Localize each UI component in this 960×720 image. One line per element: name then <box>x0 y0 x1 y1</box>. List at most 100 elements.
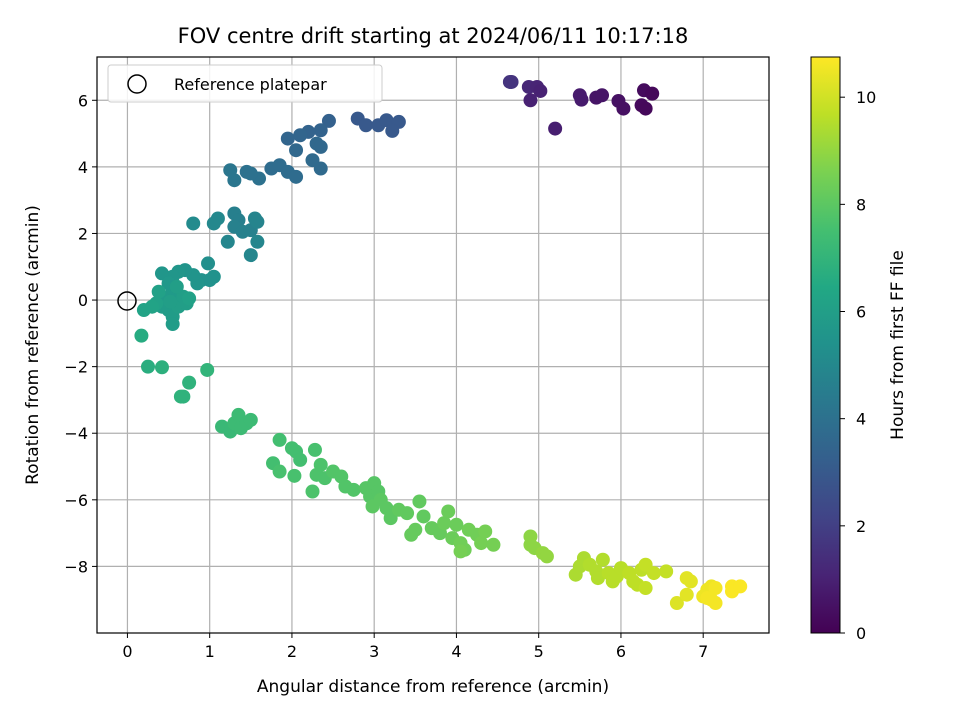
y-tick-label: 6 <box>78 91 88 110</box>
data-point <box>646 566 661 581</box>
data-point <box>173 389 188 404</box>
y-tick-label: −6 <box>64 491 88 510</box>
data-point <box>154 360 169 375</box>
data-point <box>321 113 336 128</box>
data-point <box>478 524 493 539</box>
data-point <box>523 93 538 108</box>
data-point <box>223 163 238 178</box>
data-point <box>210 211 225 226</box>
y-tick-label: −8 <box>64 557 88 576</box>
data-point <box>243 166 258 181</box>
colorbar-tick-label: 8 <box>856 195 866 214</box>
data-point <box>669 596 684 611</box>
legend-box <box>107 64 383 103</box>
x-tick-label: 1 <box>205 642 215 661</box>
data-point <box>595 88 610 103</box>
data-point <box>243 248 258 263</box>
data-point <box>134 328 149 343</box>
data-point <box>441 504 456 519</box>
data-point <box>533 83 548 98</box>
data-point <box>220 234 235 249</box>
data-point <box>293 128 308 143</box>
data-point <box>548 121 563 136</box>
data-point <box>679 571 694 586</box>
legend-marker-icon <box>127 74 147 94</box>
reference-marker <box>117 291 137 311</box>
data-point <box>200 362 215 377</box>
data-point <box>293 452 308 467</box>
x-tick-label: 6 <box>616 642 626 661</box>
data-point <box>250 234 265 249</box>
colorbar-label: Hours from first FF file <box>888 250 908 440</box>
data-point <box>504 74 519 89</box>
data-point <box>449 517 464 532</box>
data-point <box>437 516 452 531</box>
data-point <box>574 92 589 107</box>
x-axis-label: Angular distance from reference (arcmin) <box>257 677 609 697</box>
x-tick-label: 4 <box>451 642 461 661</box>
y-tick-label: −2 <box>64 358 88 377</box>
data-point <box>154 266 169 281</box>
data-point <box>404 527 419 542</box>
data-point <box>453 544 468 559</box>
y-tick-label: −4 <box>64 424 88 443</box>
data-point <box>289 143 304 158</box>
data-point <box>379 113 394 128</box>
data-point <box>659 564 674 579</box>
data-point <box>250 214 265 229</box>
y-tick-label: 4 <box>78 158 88 177</box>
data-point <box>486 537 501 552</box>
data-point <box>679 587 694 602</box>
data-point <box>151 284 166 299</box>
y-tick-label: 0 <box>78 291 88 310</box>
data-point <box>416 509 431 524</box>
data-point <box>182 375 197 390</box>
x-tick-label: 7 <box>698 642 708 661</box>
chart-title: FOV centre drift starting at 2024/06/11 … <box>178 24 689 48</box>
x-tick-label: 0 <box>122 642 132 661</box>
y-axis-label: Rotation from reference (arcmin) <box>23 205 43 485</box>
x-tick-label: 5 <box>534 642 544 661</box>
colorbar-tick-label: 10 <box>856 88 876 107</box>
colorbar-ticks: 0 2 4 6 8 10 <box>840 88 876 643</box>
data-point <box>313 161 328 176</box>
plot-frame <box>96 56 770 634</box>
data-point <box>307 442 322 457</box>
data-point <box>523 537 538 552</box>
legend-label: Reference platepar <box>174 75 327 94</box>
data-point <box>201 256 216 271</box>
data-point <box>645 86 660 101</box>
colorbar-gradient <box>810 56 841 634</box>
data-point <box>305 484 320 499</box>
colorbar-tick-label: 0 <box>856 624 866 643</box>
data-point <box>595 552 610 567</box>
data-point <box>400 506 415 521</box>
data-point <box>412 494 427 509</box>
data-point <box>289 169 304 184</box>
legend: Reference platepar <box>107 64 383 103</box>
data-point <box>313 139 328 154</box>
data-point <box>474 536 489 551</box>
data-point <box>708 581 723 596</box>
data-point <box>182 291 197 306</box>
y-axis-ticks: −8 −6 −4 −2 0 2 4 6 <box>64 91 97 576</box>
colorbar-tick-label: 6 <box>856 303 866 322</box>
data-point <box>280 131 295 146</box>
data-point <box>700 591 715 606</box>
data-point <box>539 549 554 564</box>
x-axis-ticks: 0 1 2 3 4 5 6 7 <box>122 633 708 661</box>
data-point <box>590 571 605 586</box>
data-point <box>346 482 361 497</box>
data-point <box>638 101 653 116</box>
data-point <box>169 279 184 294</box>
data-points <box>134 74 748 611</box>
data-point <box>272 464 287 479</box>
data-point <box>733 579 748 594</box>
data-point <box>272 432 287 447</box>
data-point <box>358 118 373 133</box>
data-point <box>287 468 302 483</box>
data-point <box>616 101 631 116</box>
y-tick-label: 2 <box>78 224 88 243</box>
